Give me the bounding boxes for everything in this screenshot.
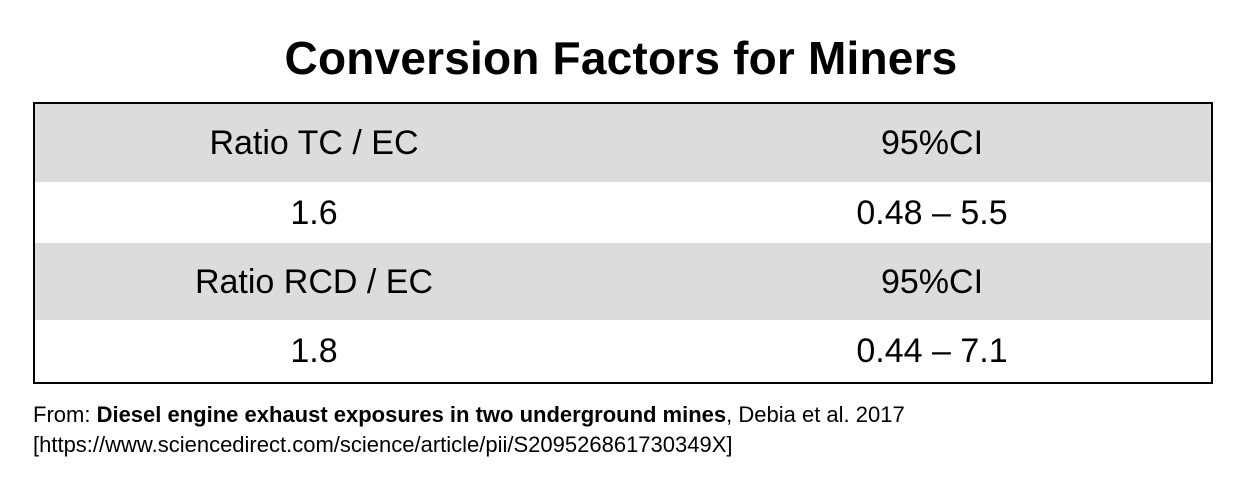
ratio-tc-ec-label: Ratio TC / EC [209, 124, 419, 162]
table-row-header-tc: Ratio TC / EC 95%CI [35, 104, 1211, 182]
source-citation: From: Diesel engine exhaust exposures in… [33, 400, 1209, 460]
table-row-header-rcd: Ratio RCD / EC 95%CI [35, 243, 1211, 320]
page-title: Conversion Factors for Miners [284, 32, 958, 84]
conversion-factors-table: Ratio TC / EC 95%CI 1.6 0.48 – 5.5 Ratio… [33, 102, 1213, 384]
citation-paper-title: Diesel engine exhaust exposures in two u… [96, 402, 727, 427]
ci-range-rcd: 0.44 – 7.1 [856, 332, 1008, 370]
ratio-tc-ec-value: 1.6 [290, 193, 338, 232]
citation-prefix: From: [33, 402, 97, 427]
ci-range-tc: 0.48 – 5.5 [856, 193, 1008, 232]
ci-label-tc: 95%CI [880, 124, 984, 162]
citation-line: From: Diesel engine exhaust exposures in… [33, 400, 1209, 430]
table-row-values-rcd: 1.8 0.44 – 7.1 [35, 320, 1211, 382]
citation-authors: , Debia et al. 2017 [726, 402, 905, 427]
table-row-values-tc: 1.6 0.48 – 5.5 [35, 182, 1211, 243]
citation-url: [https://www.sciencedirect.com/science/a… [33, 432, 733, 457]
ratio-rcd-ec-label: Ratio RCD / EC [194, 262, 434, 301]
ratio-rcd-ec-value: 1.8 [290, 332, 338, 370]
ci-label-rcd: 95%CI [880, 262, 984, 301]
